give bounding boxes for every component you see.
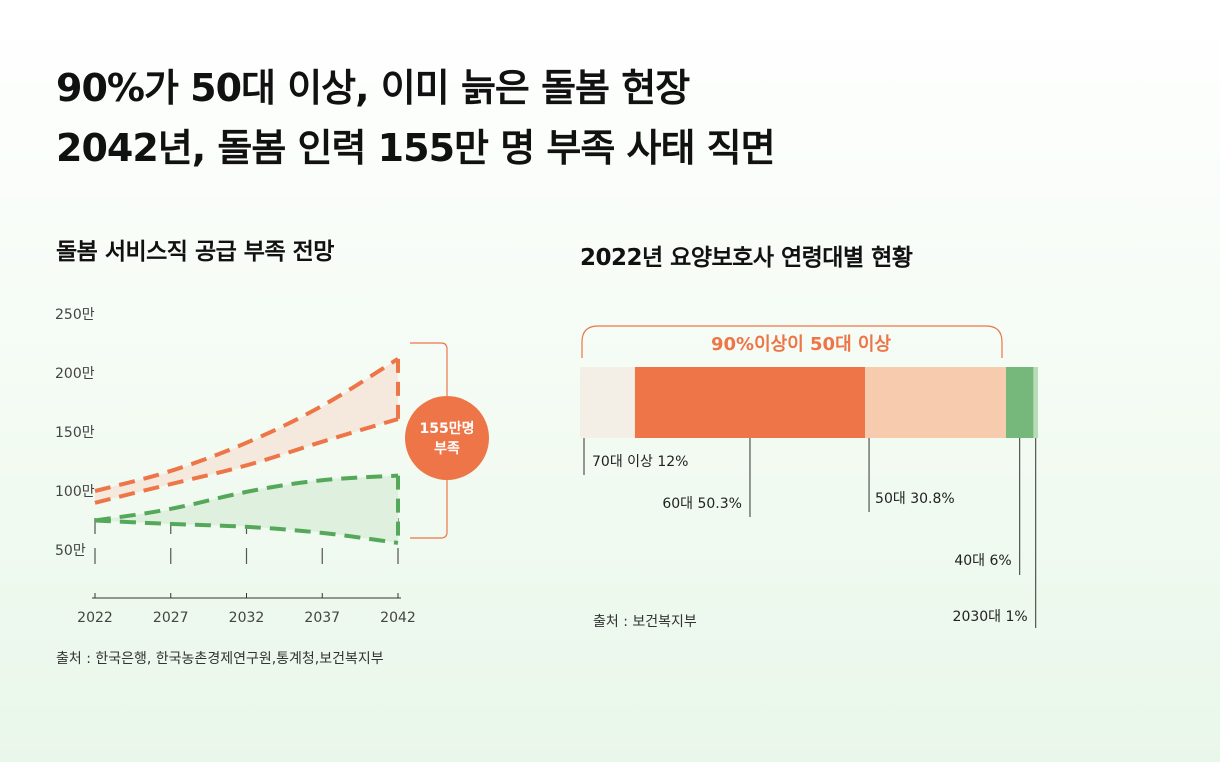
x-tick-label: 2027 <box>153 610 189 626</box>
shortage-badge <box>405 396 489 480</box>
y-tick-label: 200만 <box>55 366 95 382</box>
bar-chart-title: 2022년 요양보호사 연령대별 현황 <box>580 245 913 271</box>
age-bar-chart: 90%이상이 50대 이상 70대 이상 12% 60대 50.3% 50대 30.8… <box>580 325 1038 628</box>
series-line-2 <box>94 417 399 505</box>
shortage-badge-line1: 155만명 <box>420 420 475 437</box>
headline-line-1: 90%가 50대 이상, 이미 늙은 돌봄 현장 <box>56 66 690 110</box>
y-tick-label: 150만 <box>55 425 95 441</box>
y-tick-label: 50만 <box>55 543 86 559</box>
segment-label: 40대 6% <box>954 553 1011 569</box>
segment-label: 2030대 1% <box>953 609 1028 625</box>
line-chart-source: 출처 : 한국은행, 한국농촌경제연구원,통계청,보건복지부 <box>56 651 384 667</box>
line-chart-title: 돌봄 서비스직 공급 부족 전망 <box>56 239 334 265</box>
age-bracket <box>581 325 1003 358</box>
segment-label: 70대 이상 12% <box>592 454 688 470</box>
orange-range-band <box>95 358 398 503</box>
age-bracket-label: 90%이상이 50대 이상 <box>711 334 891 355</box>
bar-segment-3 <box>865 367 1006 438</box>
bar-segment-1 <box>580 367 635 438</box>
series-line-4 <box>94 518 399 545</box>
x-tick-label: 2042 <box>380 610 416 626</box>
x-tick-label: 2032 <box>229 610 265 626</box>
y-tick-label: 100만 <box>55 484 95 500</box>
segment-label: 60대 50.3% <box>662 496 742 512</box>
x-tick-label: 2037 <box>304 610 340 626</box>
x-tick-label: 2022 <box>77 610 113 626</box>
headline: 90%가 50대 이상, 이미 늙은 돌봄 현장 2042년, 돌봄 인력 15… <box>56 58 776 178</box>
bar-segment-4 <box>1005 367 1034 438</box>
bar-segment-2 <box>634 367 866 438</box>
bar-segment-5 <box>1033 367 1038 438</box>
y-tick-label: 250만 <box>55 307 95 323</box>
headline-line-2: 2042년, 돌봄 인력 155만 명 부족 사태 직면 <box>56 126 776 170</box>
segment-label: 50대 30.8% <box>875 491 955 507</box>
shortage-line-chart: 250만 200만 150만 100만 50만 2022 2027 2032 2037 2042 1… <box>55 307 489 626</box>
shortage-badge-line2: 부족 <box>434 441 460 457</box>
bar-chart-source: 출처 : 보건복지부 <box>593 614 697 630</box>
series-line-1 <box>94 357 400 493</box>
green-range-band <box>95 475 398 543</box>
series-line-3 <box>94 473 399 523</box>
